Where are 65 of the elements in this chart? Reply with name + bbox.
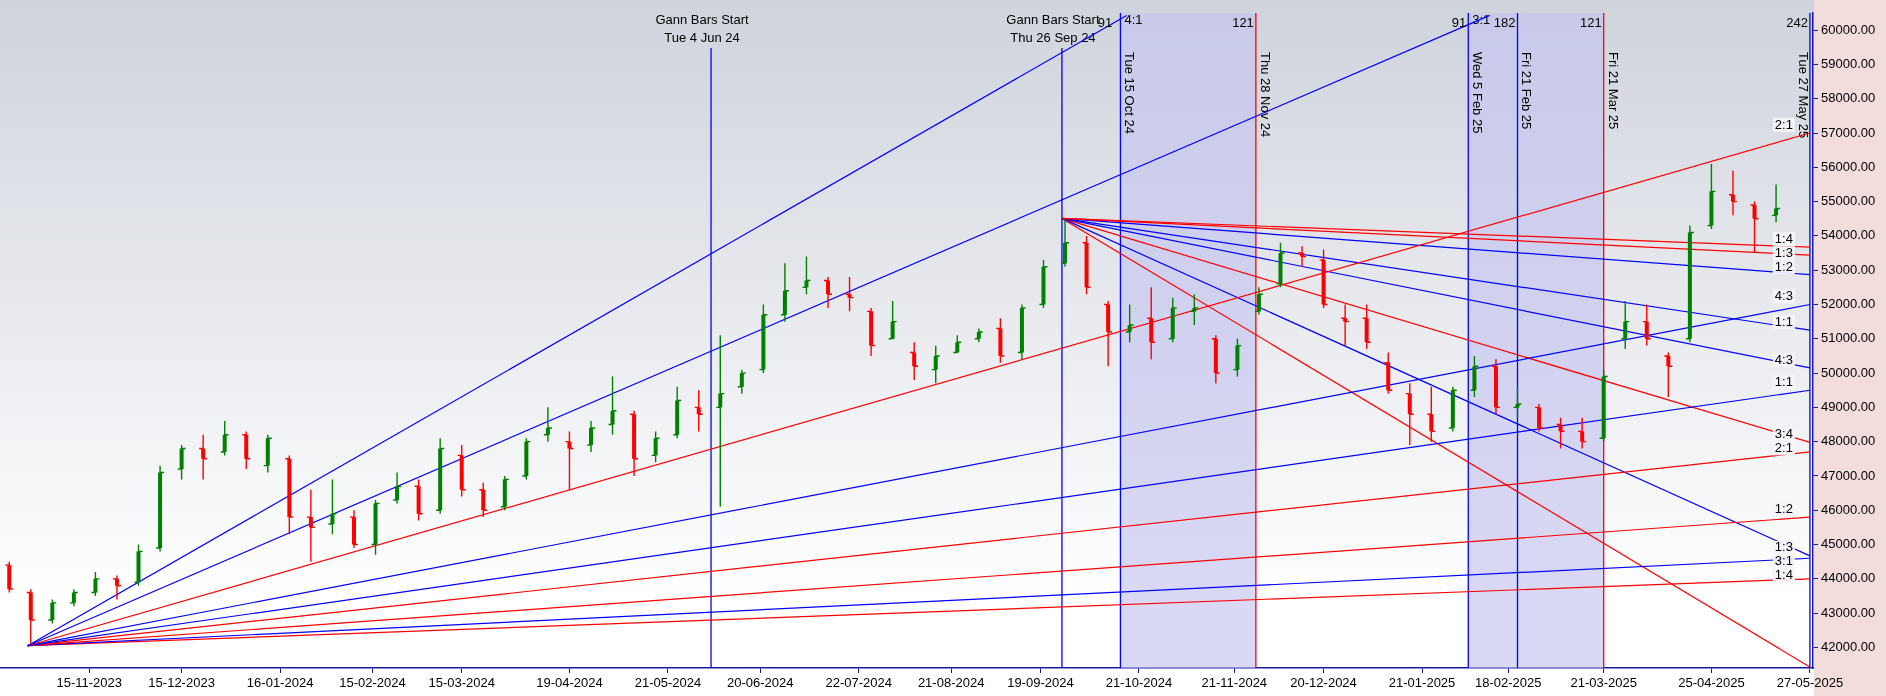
y-tick-label: 56000.00 [1821, 158, 1876, 174]
ref-line-label: Wed 5 Feb 25 [1470, 52, 1486, 134]
series-label: 1:4 [1774, 230, 1793, 246]
y-tick-label: 52000.00 [1821, 296, 1876, 312]
ref-line-label: Gann Bars Start Tue 4 Jun 24 [655, 11, 750, 45]
y-tick-label: 47000.00 [1821, 467, 1876, 483]
y-tick-label: 51000.00 [1821, 330, 1876, 346]
series-label: 1:3 [1774, 244, 1793, 260]
annotation: 121 [1232, 14, 1254, 30]
annotation: 121 [1579, 14, 1602, 30]
series-label: 1:2 [1774, 500, 1793, 516]
x-tick-label: 15-02-2024 [339, 675, 406, 691]
annotation: 242 [1786, 14, 1808, 30]
y-tick-label: 45000.00 [1821, 536, 1876, 552]
x-tick-label: 25-04-2025 [1678, 675, 1745, 691]
x-tick-label: 15-12-2023 [148, 675, 215, 691]
band-label: 4:1 [1124, 11, 1143, 27]
x-tick-label: 21-05-2024 [634, 675, 702, 691]
y-tick-label: 46000.00 [1821, 501, 1876, 517]
x-tick-label: 21-08-2024 [917, 675, 985, 691]
y-tick-label: 49000.00 [1821, 398, 1876, 414]
series-label: 3:4 [1774, 425, 1793, 441]
x-tick-label: 21-10-2024 [1105, 675, 1173, 691]
y-tick-label: 43000.00 [1821, 604, 1876, 620]
x-tick-label: 21-11-2024 [1201, 675, 1268, 691]
y-tick-label: 57000.00 [1821, 124, 1876, 140]
x-tick-label: 22-07-2024 [825, 675, 893, 691]
y-tick-label: 42000.00 [1821, 639, 1876, 654]
x-tick-label: 21-03-2025 [1570, 675, 1637, 691]
series-label: 1:1 [1774, 313, 1793, 329]
x-tick-label: 21-01-2025 [1388, 675, 1456, 691]
series-label: 4:3 [1774, 288, 1793, 304]
y-tick-label: 48000.00 [1821, 433, 1876, 449]
y-tick-label: 44000.00 [1821, 570, 1876, 586]
x-tick-label: 19-09-2024 [1007, 675, 1074, 691]
series-label: 2:1 [1774, 116, 1793, 132]
x-tick-label: 15-11-2023 [56, 675, 123, 691]
y-tick-label: 53000.00 [1821, 261, 1876, 277]
ref-line-label: Fri 21 Mar 25 [1605, 52, 1621, 130]
y-tick-label: 55000.00 [1821, 193, 1876, 209]
x-tick-label: 27-05-2025 [1776, 675, 1844, 691]
y-tick-label: 59000.00 [1821, 56, 1876, 72]
series-label: 3:1 [1774, 553, 1793, 569]
x-tick-label: 20-06-2024 [727, 675, 794, 691]
annotation: 91 [1451, 14, 1467, 30]
x-tick-label: 15-03-2024 [428, 675, 495, 691]
x-tick-label: 16-01-2024 [246, 675, 314, 691]
series-label: 1:3 [1774, 539, 1793, 555]
ref-line-label: Tue 27 May 25 [1795, 52, 1811, 139]
y-tick-label: 58000.00 [1821, 90, 1876, 106]
x-tick-label: 19-04-2024 [536, 675, 603, 691]
series-label: 1:4 [1774, 567, 1793, 583]
y-tick-label: 60000.00 [1821, 21, 1876, 37]
series-label: 1:2 [1774, 258, 1793, 274]
y-tick-label: 50000.00 [1821, 364, 1876, 380]
ref-line-label: Tue 15 Oct 24 [1122, 52, 1138, 134]
ref-line-label: Fri 21 Feb 25 [1519, 52, 1535, 130]
annotation: 182 [1493, 14, 1516, 30]
x-tick-label: 18-02-2025 [1475, 675, 1542, 691]
y-tick-label: 54000.00 [1821, 227, 1876, 243]
ref-line-label: Thu 28 Nov 24 [1257, 52, 1273, 138]
x-tick-label: 20-12-2024 [1290, 675, 1357, 691]
series-label: 2:1 [1774, 439, 1793, 455]
series-label: 4:3 [1774, 351, 1793, 367]
series-label: 1:1 [1774, 373, 1793, 389]
